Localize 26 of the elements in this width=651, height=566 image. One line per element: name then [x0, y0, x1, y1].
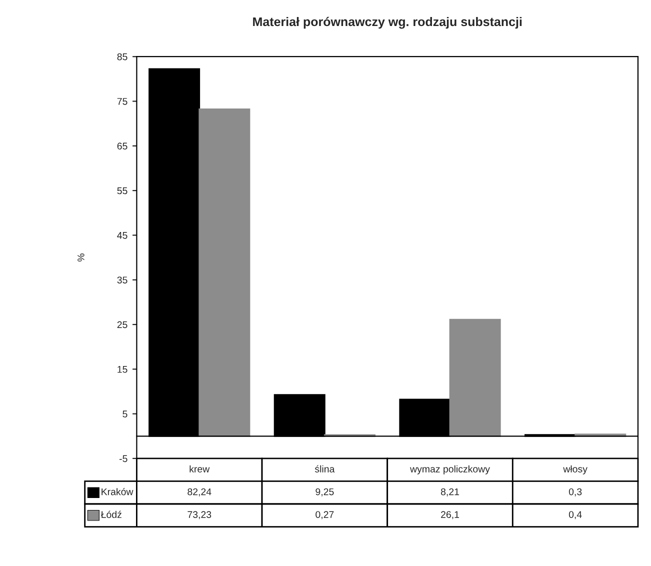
y-tick-label: 65 — [117, 142, 128, 150]
data-label: 8,21 — [440, 488, 459, 496]
y-axis-title: % — [78, 254, 84, 262]
y-tick-label: 75 — [117, 98, 128, 105]
y-tick-label: 35 — [117, 276, 128, 284]
y-tick-label: 5 — [122, 410, 128, 418]
legend-label: Łódź — [100, 510, 122, 518]
data-label: 82,24 — [188, 488, 212, 496]
data-label: 9,25 — [316, 488, 334, 496]
x-tick-label: krew — [190, 465, 210, 472]
y-tick-label: 85 — [117, 53, 128, 60]
y-tick-label: -5 — [119, 455, 128, 462]
data-label: 0,4 — [568, 511, 582, 520]
x-tick-label: wymaz policzkowy — [410, 465, 490, 474]
x-tick-label: włosy — [563, 465, 588, 474]
x-tick-label: ślina — [314, 465, 335, 472]
data-label: 73,23 — [188, 511, 212, 520]
data-label: 0,3 — [568, 488, 582, 496]
y-tick-label: 15 — [118, 366, 128, 373]
y-tick-label: 55 — [117, 187, 128, 194]
legend-label: Kraków — [102, 488, 134, 496]
chart-title: Materiał porównawczy wg. rodzaju substancji — [253, 16, 522, 29]
data-label: 0,27 — [316, 511, 334, 520]
y-tick-label: 25 — [117, 321, 128, 328]
y-tick-label: 45 — [117, 232, 128, 239]
data-label: 26,1 — [441, 511, 459, 520]
